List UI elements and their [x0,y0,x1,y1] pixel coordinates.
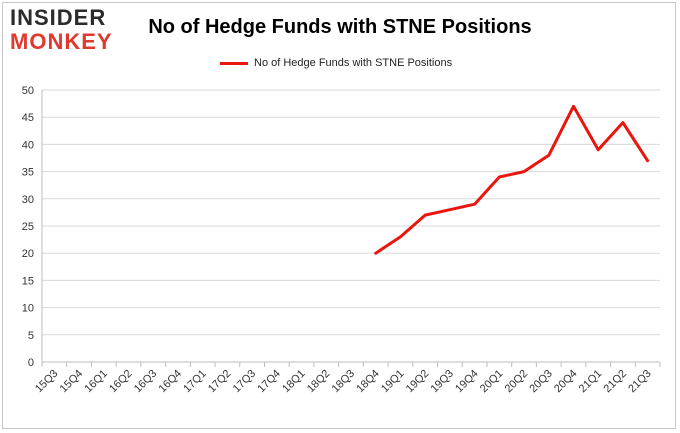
y-tick-label: 35 [22,167,34,179]
legend-label: No of Hedge Funds with STNE Positions [254,57,453,69]
data-point [621,121,625,124]
x-tick-label: 20Q4 [552,368,580,396]
x-tick-label: 19Q3 [428,368,456,396]
x-tick-label: 15Q3 [33,368,61,396]
y-tick-label: 0 [28,357,34,369]
data-point [522,170,526,173]
data-point [399,235,402,239]
x-tick-label: 15Q4 [58,368,86,396]
x-tick-label: 21Q3 [626,368,654,396]
chart-title: No of Hedge Funds with STNE Positions [148,16,532,38]
x-tick-label: 18Q1 [280,368,308,396]
y-tick-label: 15 [22,275,34,287]
chart-frame [2,2,676,429]
x-tick-label: 17Q3 [231,368,259,396]
x-tick-label: 18Q3 [330,368,358,396]
data-point [423,213,427,217]
x-tick-label: 19Q2 [404,368,432,396]
y-tick-label: 30 [22,194,34,206]
x-tick-label: 17Q1 [181,368,209,396]
x-tick-label: 18Q4 [354,368,382,396]
x-tick-label: 21Q2 [602,368,630,396]
y-tick-label: 20 [22,248,34,260]
data-point [498,175,501,179]
x-tick-label: 19Q4 [453,368,481,396]
chart-legend: No of Hedge Funds with STNE Positions [220,55,452,71]
x-tick-label: 16Q2 [107,368,135,396]
x-tick-label: 18Q2 [305,368,333,396]
x-tick-label: 16Q3 [132,368,160,396]
data-point [597,148,600,152]
data-point [448,208,452,211]
y-tick-label: 40 [22,139,34,151]
logo-text-monkey: MONKEY [10,29,113,54]
data-point [473,203,476,206]
x-tick-label: 20Q1 [478,368,506,396]
data-point [547,154,550,157]
x-tick-label: 20Q3 [527,368,555,396]
y-tick-label: 25 [22,221,34,233]
x-tick-label: 21Q1 [577,368,605,396]
x-tick-label: 17Q4 [255,368,283,396]
data-point [646,159,649,162]
series-line [374,104,650,255]
y-tick-label: 50 [22,85,34,97]
x-tick-label: 16Q1 [82,368,110,396]
data-point [374,252,377,255]
y-tick-label: 10 [22,303,34,315]
insider-monkey-logo: INSIDER MONKEY [10,6,128,58]
legend-swatch [220,61,248,65]
y-tick-label: 45 [22,112,34,124]
logo-text-insider: INSIDER [10,5,107,30]
x-tick-label: 17Q2 [206,368,234,396]
x-tick-label: 20Q2 [503,368,531,396]
x-tick-label: 19Q1 [379,368,407,396]
x-tick-label: 16Q4 [157,368,185,396]
data-point [572,105,575,108]
y-tick-label: 5 [28,330,34,342]
